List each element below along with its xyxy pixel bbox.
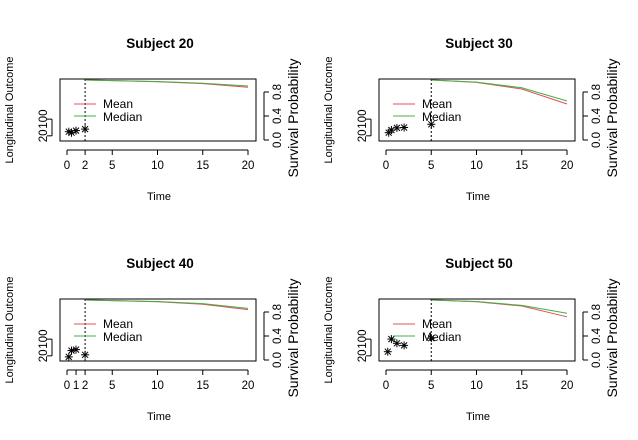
legend-label-median: Median (103, 110, 142, 124)
y2-tick-label: 0.0 (272, 352, 284, 368)
panel-title: Subject 40 (126, 256, 194, 271)
x-tick-label: 0 (64, 380, 70, 392)
x-tick-label: 5 (109, 380, 115, 392)
x-tick-label: 5 (109, 160, 115, 172)
x-tick-label: 10 (151, 160, 164, 172)
panel-1: Subject 200 2 5 10 15 20Time20100Longitudinal… (4, 36, 301, 203)
observation-point (72, 345, 80, 354)
legend-label-median: Median (422, 110, 461, 124)
x-tick-label: 0 (383, 160, 389, 172)
x-tick-label: 15 (196, 160, 209, 172)
y-tick-label: 100 (357, 110, 369, 129)
x-tick-label: 10 (151, 380, 164, 392)
y-axis-label: Longitudinal Outcome (323, 56, 335, 163)
plot-frame (59, 78, 257, 142)
observation-point (387, 335, 396, 344)
x-tick-label: 0 (383, 380, 389, 392)
x-tick-label: 15 (515, 160, 528, 172)
panel-4: Subject 500 5 10 15 20Time20100Longitudinal … (323, 256, 620, 423)
survival-curve-median (85, 79, 249, 87)
x-tick-label: 20 (561, 380, 574, 392)
y-tick-label: 100 (38, 110, 50, 129)
observation-point (383, 347, 392, 356)
legend-label-median: Median (422, 330, 461, 344)
observation-point (400, 123, 409, 132)
observation-point (427, 334, 436, 343)
survival-curve-median (431, 79, 568, 102)
x-tick-label: 20 (561, 160, 574, 172)
y-tick-label: 20 (357, 349, 369, 362)
observation-point (81, 350, 90, 359)
x-axis-label: Time (466, 411, 490, 423)
x-tick-label: 20 (242, 380, 255, 392)
legend-label-mean: Mean (422, 317, 452, 331)
y2-tick-label: 0.0 (272, 132, 284, 148)
x-tick-label: 10 (470, 380, 483, 392)
y2-tick-label: 0.0 (591, 132, 603, 148)
panel-title: Subject 50 (445, 256, 513, 271)
observation-point (67, 346, 76, 355)
x-tick-label: 10 (470, 160, 483, 172)
observation-point (72, 126, 80, 135)
x-tick-label: 5 (428, 160, 434, 172)
y2-tick-label: 0.8 (591, 304, 603, 320)
panel-3: Subject 400 1 2 5 10 15 20Time20100Longitudina… (4, 256, 301, 423)
legend-label-mean: Mean (422, 97, 452, 111)
x-tick-label: 2 (82, 380, 88, 392)
y2-tick-label: 0.8 (591, 84, 603, 100)
survival-curve-median (85, 299, 249, 309)
x-axis-label: Time (466, 191, 490, 203)
legend-label-mean: Mean (103, 317, 133, 331)
x-axis-label: Time (147, 191, 171, 203)
survival-curve-median (431, 299, 568, 314)
observation-point (392, 123, 401, 132)
y2-tick-label: 0.8 (272, 84, 284, 100)
y-tick-label: 100 (38, 330, 50, 349)
x-tick-label: 2 (82, 160, 88, 172)
x-axis-label: Time (147, 411, 171, 423)
y2-tick-label: 0.4 (591, 327, 603, 344)
observation-point (81, 125, 90, 134)
x-tick-label: 0 (64, 160, 70, 172)
y2-tick-label: 0.8 (272, 304, 284, 320)
y-tick-label: 20 (357, 129, 369, 142)
y-tick-label: 20 (38, 129, 50, 142)
observation-point (392, 339, 401, 348)
x-tick-label: 1 (73, 380, 79, 392)
plot-frame (59, 298, 257, 362)
y2-tick-label: 0.4 (272, 327, 284, 344)
y-axis-label: Longitudinal Outcome (323, 276, 335, 383)
x-tick-label: 5 (428, 380, 434, 392)
x-tick-label: 15 (515, 380, 528, 392)
y-axis-label: Longitudinal Outcome (4, 276, 16, 383)
observation-point (400, 341, 409, 350)
observation-point (64, 352, 73, 361)
y-tick-label: 100 (357, 330, 369, 349)
plot-frame (378, 78, 576, 142)
plot-frame (378, 298, 576, 362)
legend-label-median: Median (103, 330, 142, 344)
survival-curve-mean (431, 299, 568, 318)
y2-axis-label: Survival Probability (285, 278, 301, 397)
y2-tick-label: 0.4 (591, 107, 603, 124)
y-tick-label: 20 (38, 349, 50, 362)
panel-2: Subject 300 5 10 15 20Time20100Longitudinal … (323, 36, 620, 203)
panel-title: Subject 20 (126, 36, 194, 51)
panel-title: Subject 30 (445, 36, 513, 51)
y2-axis-label: Survival Probability (285, 58, 301, 177)
y-axis-label: Longitudinal Outcome (4, 56, 16, 163)
legend-label-mean: Mean (103, 97, 133, 111)
y2-axis-label: Survival Probability (604, 58, 620, 177)
observation-point (387, 126, 396, 134)
x-tick-label: 20 (242, 160, 255, 172)
survival-curve-mean (85, 79, 249, 88)
y2-tick-label: 0.0 (591, 352, 603, 368)
y2-axis-label: Survival Probability (604, 278, 620, 397)
observation-point (427, 120, 436, 129)
y2-tick-label: 0.4 (272, 107, 284, 124)
x-tick-label: 15 (196, 380, 209, 392)
